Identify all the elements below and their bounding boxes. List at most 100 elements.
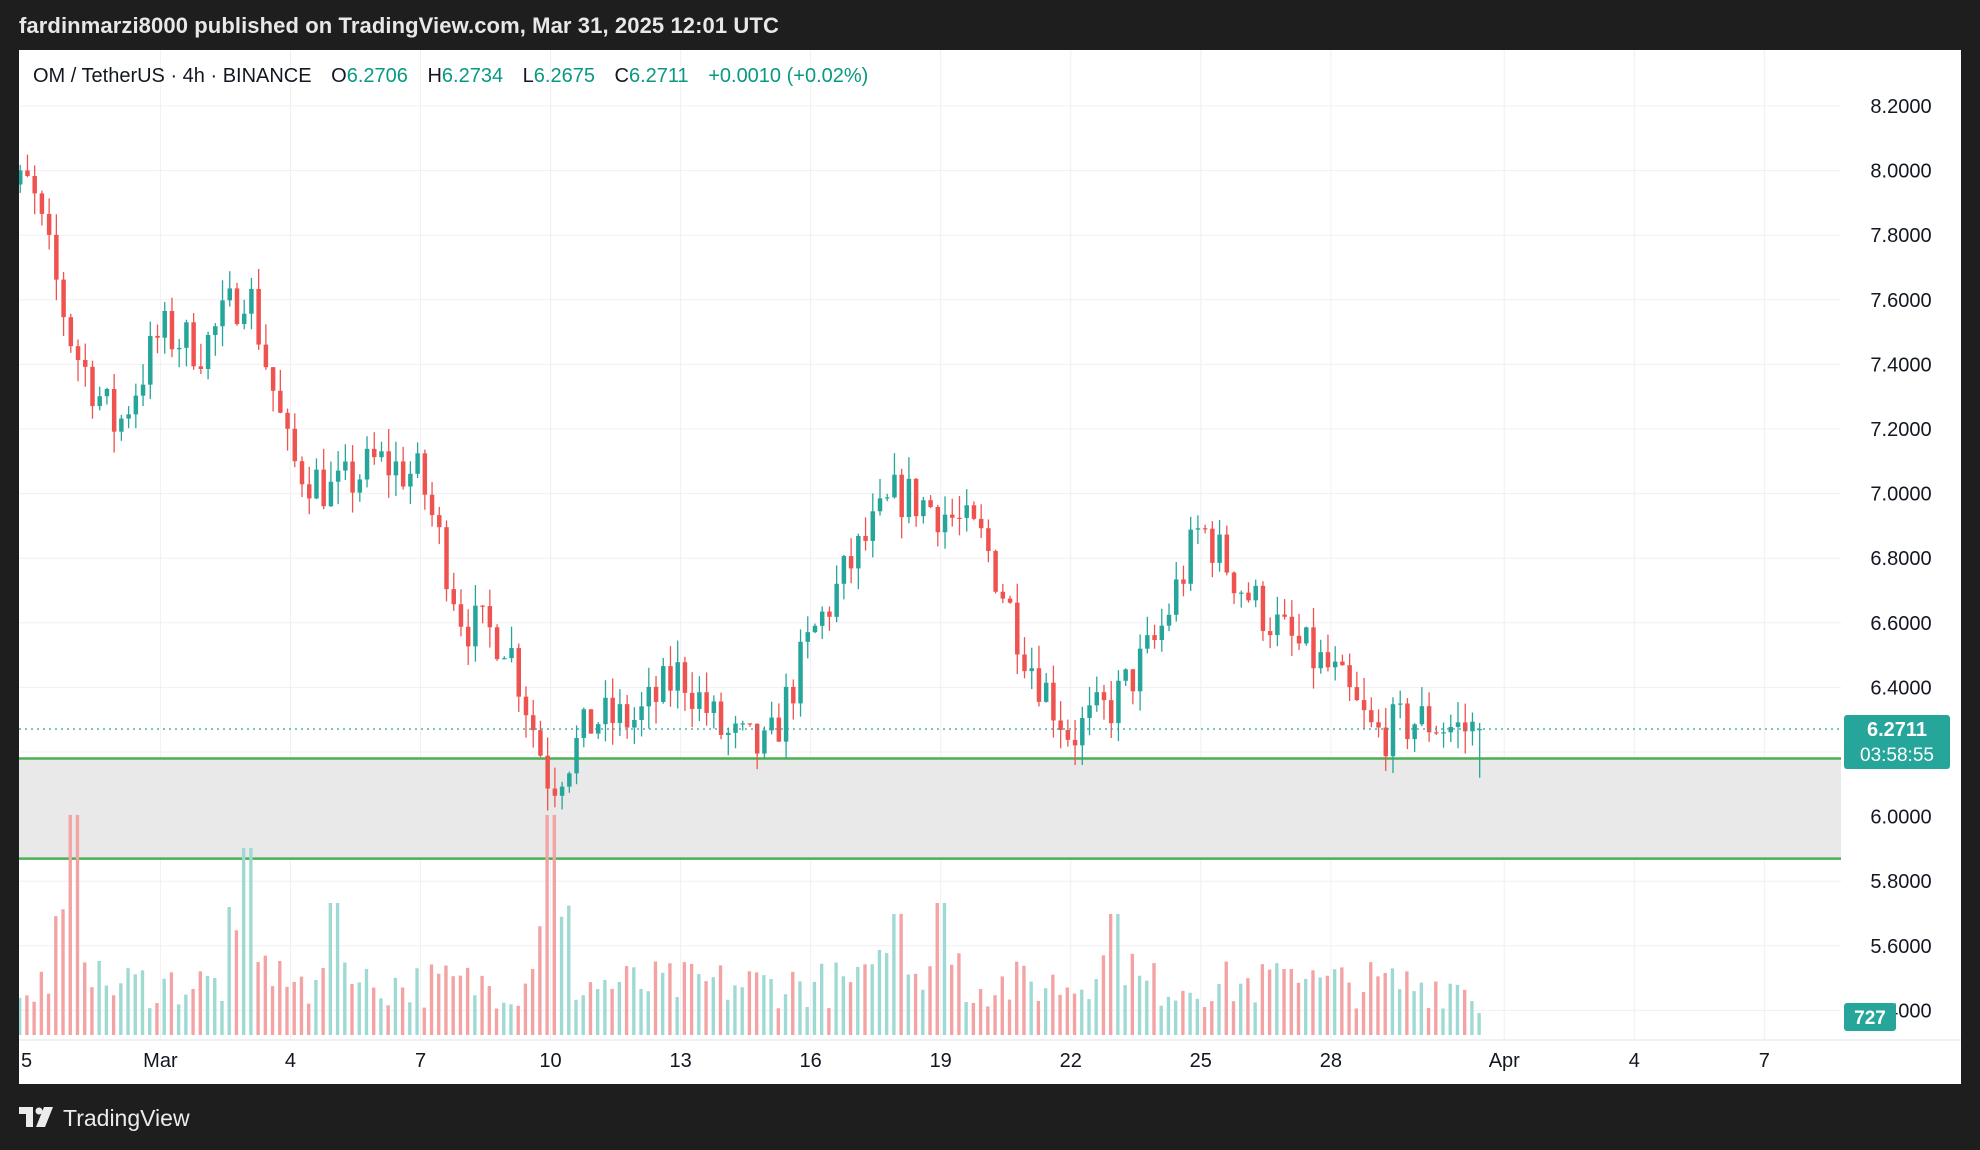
volume-bar (834, 962, 838, 1035)
candle-body (661, 666, 666, 702)
volume-bar (299, 976, 304, 1035)
legend-open-label: O (331, 65, 347, 87)
candle-body (632, 719, 637, 728)
volume-bar (75, 815, 80, 1035)
volume-bar (83, 962, 87, 1035)
volume-bar (798, 981, 802, 1035)
volume-bar (1065, 987, 1069, 1035)
volume-bar (1311, 970, 1315, 1035)
candle-body (704, 692, 709, 713)
candle-body (1210, 528, 1215, 563)
candle-body (155, 335, 160, 338)
volume-bar (437, 973, 441, 1035)
volume-bar (263, 955, 268, 1035)
volume-bar (509, 1004, 513, 1035)
legend-symbol: OM / TetherUS · 4h · BINANCE (33, 65, 312, 87)
volume-bar (848, 982, 853, 1035)
volume-bar (957, 953, 961, 1035)
candle-body (1036, 668, 1042, 702)
candle-body (848, 556, 854, 569)
candle-body (350, 461, 355, 493)
candle-body (624, 704, 630, 728)
candle-body (530, 715, 536, 731)
candle-body (1383, 727, 1388, 757)
volume-bar (32, 1001, 36, 1035)
candle-body (588, 709, 594, 734)
volume-bar (1253, 1002, 1257, 1035)
candle-body (1397, 703, 1403, 705)
volume-bar (169, 972, 174, 1035)
candle-body (270, 367, 276, 391)
candle-body (104, 389, 110, 397)
candle-body (1253, 585, 1258, 601)
volume-bar (54, 916, 58, 1035)
volume-bar (415, 968, 419, 1035)
candle-body (97, 396, 102, 407)
volume-bar (754, 972, 759, 1035)
volume-bar (1390, 968, 1395, 1035)
candle-body (747, 723, 753, 725)
volume-bar (639, 988, 643, 1035)
volume-bar (1239, 983, 1243, 1035)
price-tick-label: 5.8000 (1870, 871, 1931, 893)
chart-panel[interactable]: 8.2000 8.0000 7.8000 7.6000 7.4000 7.2000 7.00… (19, 50, 1961, 1084)
candle-body (393, 461, 399, 476)
volume-bar (950, 964, 954, 1035)
volume-bar (632, 967, 636, 1035)
volume-bar (306, 1003, 311, 1035)
candle-body (1000, 591, 1006, 599)
candle-body (1137, 648, 1143, 692)
volume-bar (906, 974, 911, 1035)
volume-bar (155, 1003, 159, 1035)
volume-bar (942, 903, 947, 1035)
volume-bar (928, 966, 932, 1035)
volume-bar (812, 981, 817, 1035)
volume-tag (1844, 1003, 1896, 1031)
volume-bar (819, 963, 824, 1035)
candle-body (1202, 528, 1208, 530)
price-tick-label: 7.6000 (1870, 290, 1931, 312)
volume-bar (1145, 980, 1149, 1035)
candle-body (1123, 669, 1128, 681)
volume-bar (1347, 982, 1351, 1035)
volume-bar (1080, 989, 1084, 1035)
legend-low-label: L (522, 65, 534, 87)
time-tick-label: 16 (800, 1050, 822, 1072)
candle-body (19, 170, 23, 185)
candlestick-chart[interactable]: 8.2000 8.0000 7.8000 7.6000 7.4000 7.2000 7.00… (19, 50, 1961, 1084)
candle-body (762, 730, 767, 754)
volume-bar (1260, 964, 1265, 1035)
volume-bar (668, 963, 672, 1035)
candle-body (1022, 654, 1027, 672)
volume-bar (1195, 998, 1200, 1035)
price-tick-label: 6.4000 (1870, 677, 1931, 699)
volume-bar (314, 980, 318, 1035)
candle-body (379, 451, 384, 458)
volume-bar (1470, 1001, 1474, 1035)
volume-bar (964, 1002, 968, 1035)
volume-bar (588, 982, 593, 1035)
volume-bar (1289, 969, 1293, 1035)
volume-bar (494, 1008, 499, 1035)
candle-body (61, 279, 66, 318)
volume-bar (1137, 975, 1142, 1035)
volume-bar (1210, 1001, 1214, 1035)
time-tick-label: 22 (1060, 1050, 1082, 1072)
candle-body (516, 648, 521, 697)
candle-body (603, 697, 608, 725)
candle-body (473, 605, 478, 647)
volume-bar (1246, 978, 1250, 1035)
candle-body (1426, 706, 1432, 733)
tradingview-logo[interactable]: TradingView (19, 1101, 190, 1135)
candle-body (1195, 528, 1201, 530)
volume-bar (1043, 988, 1048, 1035)
candle-body (1289, 616, 1295, 636)
volume-bar (1036, 1000, 1041, 1035)
candle-body (1065, 729, 1071, 740)
time-tick-label: Mar (143, 1050, 178, 1072)
candle-body (1087, 705, 1092, 719)
volume-bar (1419, 982, 1424, 1035)
volume-bar (1130, 953, 1135, 1035)
candle-body (285, 412, 290, 429)
